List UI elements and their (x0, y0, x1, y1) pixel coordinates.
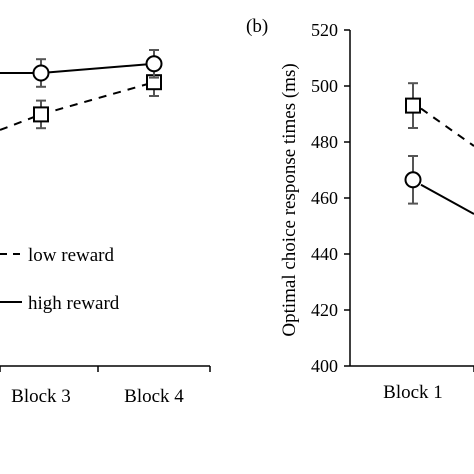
panel-b-label: (b) (246, 16, 268, 37)
panel-b-low-reward-marker (405, 97, 421, 114)
panel-b-low-reward-line-offscreen (420, 107, 474, 147)
panel-a-x-tick-label: Block 4 (124, 386, 184, 407)
panel-a-high-reward-marker (145, 55, 163, 73)
panel-b-y-axis-label: Optimal choice response times (ms) (279, 63, 300, 336)
legend: low reward high reward (0, 245, 120, 314)
legend-high-reward-label: high reward (28, 293, 120, 314)
panel-b: (b) Optimal choice response times (ms) 4… (246, 16, 474, 403)
panel-b-y-tick-label: 520 (311, 20, 338, 40)
panel-a-low-reward-marker (33, 106, 49, 123)
panel-b-high-reward-line-offscreen (420, 183, 474, 215)
legend-low-reward-label: low reward (28, 245, 114, 266)
panel-a-low-reward-line (40, 81, 155, 116)
panel-b-y-tick-label: 420 (311, 300, 338, 320)
panel-b-y-tick-label: 500 (311, 76, 338, 96)
panel-b-y-tick-label: 440 (311, 244, 338, 264)
panel-b-x-tick-label: Block 1 (383, 382, 443, 403)
panel-b-high-reward-marker (404, 171, 422, 189)
panel-b-y-tick-label: 480 (311, 132, 338, 152)
panel-a-high-reward-line (40, 62, 155, 74)
panel-a: Block 3 Block 4 low reward high reward (0, 49, 211, 407)
panel-a-x-tick-label: Block 3 (11, 386, 71, 407)
panel-b-y-tick-label: 460 (311, 188, 338, 208)
panel-b-y-tick-label: 400 (311, 356, 338, 376)
panel-a-high-reward-marker (32, 64, 50, 82)
